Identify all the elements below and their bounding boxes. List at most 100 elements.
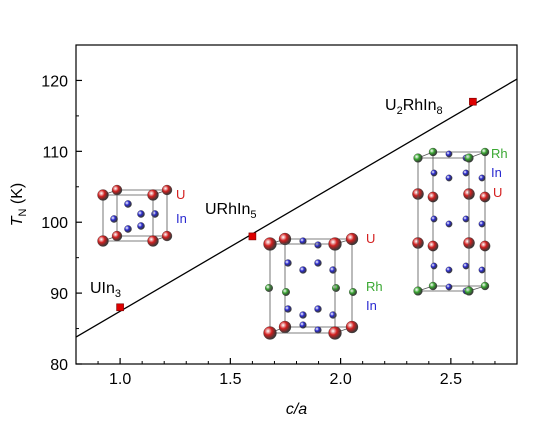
atom-u bbox=[278, 320, 292, 334]
atom-in bbox=[478, 174, 486, 182]
atom-rh bbox=[265, 284, 273, 292]
atom-in bbox=[462, 169, 470, 177]
label-text: UIn bbox=[90, 280, 115, 297]
x-tick-label: 1.0 bbox=[109, 371, 131, 388]
data-point bbox=[116, 303, 124, 312]
atom-in bbox=[151, 210, 159, 218]
label-text: U bbox=[385, 97, 397, 114]
atom-in bbox=[299, 311, 307, 319]
crystal-atom-label: U bbox=[176, 187, 185, 202]
crystal-u2rhin8: Rh In U bbox=[412, 146, 508, 296]
atom-in bbox=[314, 241, 322, 249]
y-axis-label: TN (K) bbox=[9, 183, 29, 227]
atom-in bbox=[124, 225, 132, 233]
atom-in bbox=[430, 169, 438, 177]
fit-line bbox=[75, 78, 518, 338]
label-text: URhIn bbox=[205, 201, 250, 218]
y-label-symbol: T bbox=[9, 215, 26, 226]
crystal-atom-label: U bbox=[493, 185, 502, 200]
atom-in bbox=[284, 305, 292, 313]
x-tick-label: 2.5 bbox=[440, 371, 462, 388]
label-subscript: 5 bbox=[250, 209, 256, 221]
atom-rh bbox=[413, 153, 423, 163]
atom-in bbox=[314, 259, 322, 267]
atom-in bbox=[430, 215, 438, 223]
atom-in bbox=[445, 266, 453, 274]
y-tick-label: 90 bbox=[50, 286, 68, 303]
y-tick-label: 100 bbox=[41, 215, 68, 232]
atom-u bbox=[345, 232, 359, 246]
x-tick-label: 2.0 bbox=[329, 371, 351, 388]
atom-u bbox=[111, 184, 123, 196]
x-axis-label: c/a bbox=[286, 401, 307, 418]
crystal-atom-label: In bbox=[491, 165, 502, 180]
crystal-atom-label: Rh bbox=[366, 279, 383, 294]
atom-rh bbox=[282, 288, 290, 296]
crystal-urhin5: U Rh In bbox=[263, 231, 383, 340]
data-point-label: UIn3 bbox=[90, 280, 121, 300]
atom-in bbox=[137, 210, 145, 218]
atom-u bbox=[328, 326, 342, 340]
atom-in bbox=[124, 200, 132, 208]
atom-in bbox=[314, 305, 322, 313]
atom-u bbox=[427, 240, 439, 252]
data-point bbox=[248, 232, 257, 241]
crystal-uin3: U In bbox=[97, 184, 187, 247]
atom-rh bbox=[480, 147, 490, 157]
y-tick-label: 110 bbox=[42, 144, 68, 161]
atom-rh bbox=[428, 147, 438, 157]
label-text: RhIn bbox=[403, 97, 437, 114]
crystal-atom-label: Rh bbox=[491, 146, 508, 161]
label-subscript: 8 bbox=[436, 105, 442, 117]
atom-in bbox=[329, 311, 337, 319]
atom-in bbox=[284, 259, 292, 267]
atom-in bbox=[478, 220, 486, 228]
atom-u bbox=[328, 237, 342, 251]
atom-in bbox=[299, 237, 307, 245]
atom-in bbox=[462, 215, 470, 223]
atom-in bbox=[110, 215, 118, 223]
atom-in bbox=[299, 321, 307, 329]
x-tick-label: 1.5 bbox=[219, 371, 241, 388]
atom-u bbox=[97, 235, 109, 247]
atom-u bbox=[479, 240, 491, 252]
atom-u bbox=[263, 237, 277, 251]
atom-u bbox=[278, 232, 292, 246]
atom-in bbox=[329, 266, 337, 274]
atom-in bbox=[462, 262, 470, 270]
atom-in bbox=[314, 326, 322, 334]
atom-u bbox=[147, 235, 159, 247]
crystal-atom-label: U bbox=[366, 231, 375, 246]
atom-in bbox=[445, 220, 453, 228]
atom-u bbox=[479, 191, 491, 203]
atom-rh bbox=[332, 284, 340, 292]
atom-rh bbox=[413, 286, 423, 296]
data-point-label: URhIn5 bbox=[205, 201, 256, 221]
atom-in bbox=[445, 283, 453, 291]
crystal-atom-label: In bbox=[366, 298, 377, 313]
label-subscript: 3 bbox=[115, 288, 121, 300]
y-label-unit: (K) bbox=[9, 183, 26, 209]
atom-in bbox=[445, 150, 453, 158]
atom-u bbox=[147, 189, 159, 201]
data-point-label: U2RhIn8 bbox=[385, 97, 443, 117]
axes: 1.0 1.5 2.0 2.5 80 90 100 110 120 c/a TN (K) bbox=[9, 44, 518, 418]
atom-u bbox=[97, 189, 109, 201]
atom-rh bbox=[464, 286, 474, 296]
atom-in bbox=[299, 266, 307, 274]
atom-in bbox=[445, 174, 453, 182]
atom-in bbox=[137, 222, 145, 230]
atom-u bbox=[161, 230, 173, 242]
y-label-subscript: N bbox=[17, 208, 29, 216]
atom-u bbox=[345, 320, 359, 334]
atom-rh bbox=[349, 288, 357, 296]
atom-rh bbox=[480, 281, 490, 291]
atom-u bbox=[111, 230, 123, 242]
label-subscript: 2 bbox=[397, 105, 403, 117]
atom-rh bbox=[428, 281, 438, 291]
y-tick-label: 120 bbox=[41, 73, 68, 90]
